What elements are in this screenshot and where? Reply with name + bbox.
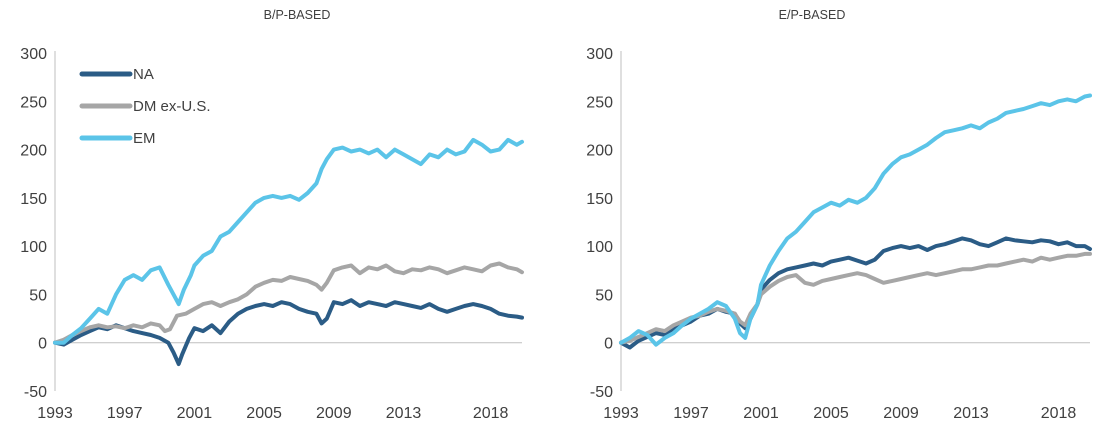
y-tick-label: 0 — [604, 336, 613, 353]
y-tick-label: 200 — [20, 143, 47, 160]
y-tick-label: 150 — [586, 191, 613, 208]
y-tick-label: 250 — [20, 94, 47, 111]
chart-title: B/P-BASED — [264, 8, 331, 22]
series-line-na — [53, 298, 524, 366]
y-tick-label: 100 — [20, 239, 47, 256]
legend-label: EM — [133, 130, 156, 147]
x-tick-label: 1993 — [603, 405, 639, 422]
y-tick-label: 150 — [20, 191, 47, 208]
series-line-em — [53, 137, 524, 345]
x-tick-label: 2013 — [386, 405, 422, 422]
y-tick-label: 50 — [595, 287, 613, 304]
y-tick-label: 0 — [38, 336, 47, 353]
series-line-dm-ex-u-s — [53, 261, 524, 345]
chart-panel-bp: B/P-BASED -50 0 50 100 150 200 250 300 1993 1997 20… — [20, 8, 524, 422]
y-tick-label: 200 — [586, 143, 613, 160]
series-line-na — [619, 236, 1092, 350]
series-line-dm-ex-u-s — [619, 251, 1092, 345]
x-tick-label: 1997 — [107, 405, 143, 422]
x-tick-label: 2005 — [813, 405, 849, 422]
y-tick-label: 300 — [20, 46, 47, 63]
x-tick-label: 1997 — [673, 405, 709, 422]
legend-label: DM ex-U.S. — [133, 98, 211, 115]
x-tick-label: 2001 — [743, 405, 779, 422]
y-tick-label: 100 — [586, 239, 613, 256]
x-tick-label: 2018 — [1041, 405, 1077, 422]
x-tick-label: 2001 — [177, 405, 213, 422]
y-tick-label: -50 — [590, 384, 613, 401]
y-tick-label: 50 — [29, 287, 47, 304]
x-tick-label: 1993 — [37, 405, 73, 422]
chart-panel-ep: E/P-BASED -50 0 50 100 150 200 250 300 1993 1997 20… — [586, 8, 1092, 422]
x-tick-label: 2018 — [473, 405, 509, 422]
x-tick-label: 2009 — [883, 405, 919, 422]
x-tick-label: 2009 — [316, 405, 352, 422]
x-tick-label: 2013 — [953, 405, 989, 422]
y-tick-label: 250 — [586, 94, 613, 111]
chart-title: E/P-BASED — [779, 8, 846, 22]
y-tick-label: 300 — [586, 46, 613, 63]
x-tick-label: 2005 — [246, 405, 282, 422]
y-tick-label: -50 — [24, 384, 47, 401]
series-line-em — [619, 93, 1092, 347]
legend-label: NA — [133, 66, 154, 83]
